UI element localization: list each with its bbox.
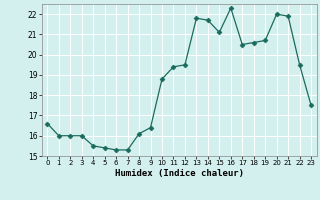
X-axis label: Humidex (Indice chaleur): Humidex (Indice chaleur) bbox=[115, 169, 244, 178]
